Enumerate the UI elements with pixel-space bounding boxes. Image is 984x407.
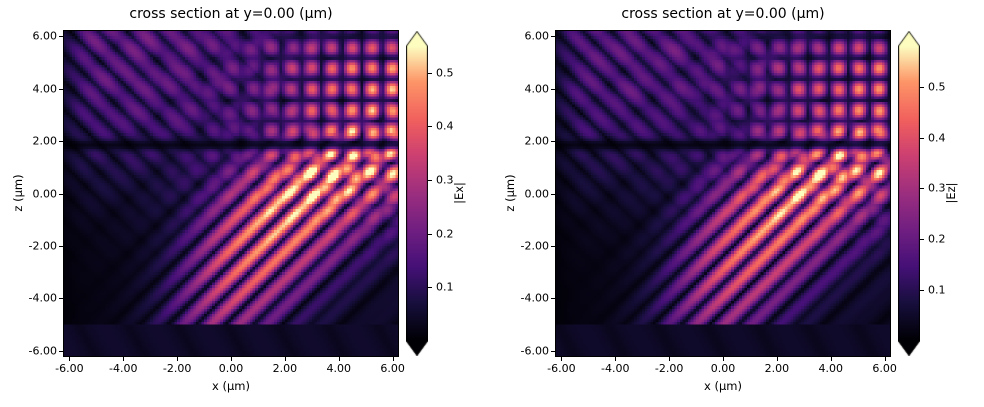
x-tick-mark [884,357,886,361]
colorbar-ex-canvas [406,31,428,356]
x-tick-label: -2.00 [654,362,684,375]
colorbar-tick-mark [428,72,432,74]
x-tick-mark [69,357,71,361]
x-tick-label: 6.00 [380,362,405,375]
x-tick-label: 2.00 [764,362,790,375]
z-tick-mark [551,245,555,247]
colorbar-tick-label: 0.2 [928,232,946,246]
colorbar-tick-mark [428,180,432,182]
x-tick-mark [284,357,286,361]
x-tick-label: -6.00 [55,362,84,375]
z-tick-label: 6.00 [524,29,550,43]
x-tick-mark [615,357,617,361]
z-axis-label: z (μm) [503,174,517,212]
colorbar-ez-canvas [898,31,920,356]
heatmap-ez-canvas [556,31,890,356]
plot-title: cross section at y=0.00 (μm) [621,6,825,22]
x-tick-mark [231,357,232,361]
x-tick-label: 0.00 [218,362,244,375]
x-tick-label: 6.00 [872,362,897,375]
colorbar-tick-label: 0.4 [928,131,946,145]
colorbar-tick-label: 0.5 [436,66,454,80]
colorbar-tick-label: 0.1 [436,280,454,294]
colorbar-tick-label: 0.1 [928,283,946,297]
x-tick-label: -2.00 [162,362,192,375]
z-tick-label: 4.00 [524,82,550,96]
colorbar-ex-label: |Ex| [452,182,466,204]
z-tick-mark [59,88,63,90]
z-tick-mark [59,350,63,352]
colorbar-tick-label: 0.5 [928,80,946,94]
subplot-ex: cross section at y=0.00 (μm) -6.00 -4.00 -… [11,6,466,393]
z-tick-label: -4.00 [28,291,57,305]
x-tick-mark [177,357,179,361]
colorbar-tick-mark [428,233,432,235]
z-tick-label: 0.00 [32,187,58,200]
colorbar-tick-mark [920,290,924,292]
z-tick-label: 4.00 [32,82,58,96]
z-tick-mark [59,141,63,143]
z-tick-label: -2.00 [520,239,549,253]
colorbar-tick-label: 0.3 [928,181,946,195]
z-tick-mark [551,88,555,90]
z-tick-label: 6.00 [32,29,58,43]
x-tick-mark [776,357,778,361]
x-tick-label: -6.00 [547,362,576,375]
plot-title: cross section at y=0.00 (μm) [129,6,333,22]
x-tick-mark [561,357,563,361]
colorbar-tick-mark [428,126,432,128]
x-tick-mark [392,357,394,361]
z-tick-label: -6.00 [520,344,549,358]
z-tick-mark [59,298,63,300]
subplot-ez: cross section at y=0.00 (μm) -6.00 -4.00 -… [503,6,958,393]
colorbar-tick-label: 0.4 [436,119,454,133]
colorbar-tick-mark [920,137,924,139]
x-tick-label: 4.00 [818,362,843,375]
colorbar-tick-label: 0.2 [436,227,454,241]
colorbar-tick-label: 0.3 [436,173,454,187]
z-tick-label: -2.00 [28,239,57,253]
x-axis-label: x (μm) [212,379,250,393]
z-tick-mark [551,141,555,143]
x-axis-label: x (μm) [704,379,742,393]
z-tick-label: 2.00 [32,134,58,148]
x-tick-label: 4.00 [326,362,351,375]
z-tick-mark [551,298,555,300]
z-tick-mark [59,193,63,195]
x-tick-mark [338,357,340,361]
z-tick-label: -6.00 [28,344,57,358]
z-tick-mark [551,350,555,352]
z-tick-mark [551,36,555,38]
x-tick-mark [123,357,125,361]
colorbar-tick-mark [428,287,432,289]
z-tick-mark [551,193,555,195]
z-axis-label: z (μm) [11,174,25,212]
colorbar-ez-label: |Ez| [944,182,958,204]
colorbar-tick-mark [920,239,924,241]
x-tick-mark [723,357,724,361]
z-tick-label: 2.00 [524,134,550,148]
heatmap-ex-canvas [64,31,398,356]
colorbar-ex: 0.1 0.2 0.3 0.4 0.5 |Ex| [406,31,506,356]
x-tick-label: 0.00 [710,362,736,375]
z-tick-mark [59,36,63,38]
x-tick-label: -4.00 [109,362,138,375]
x-tick-mark [830,357,832,361]
x-tick-label: 2.00 [272,362,298,375]
z-tick-mark [59,245,63,247]
colorbar-tick-mark [920,188,924,190]
z-tick-label: 0.00 [524,187,550,200]
colorbar-tick-mark [920,86,924,88]
x-tick-label: -4.00 [601,362,630,375]
x-tick-mark [669,357,671,361]
colorbar-ez: 0.1 0.2 0.3 0.4 0.5 |Ez| [898,31,984,356]
z-tick-label: -4.00 [520,291,549,305]
